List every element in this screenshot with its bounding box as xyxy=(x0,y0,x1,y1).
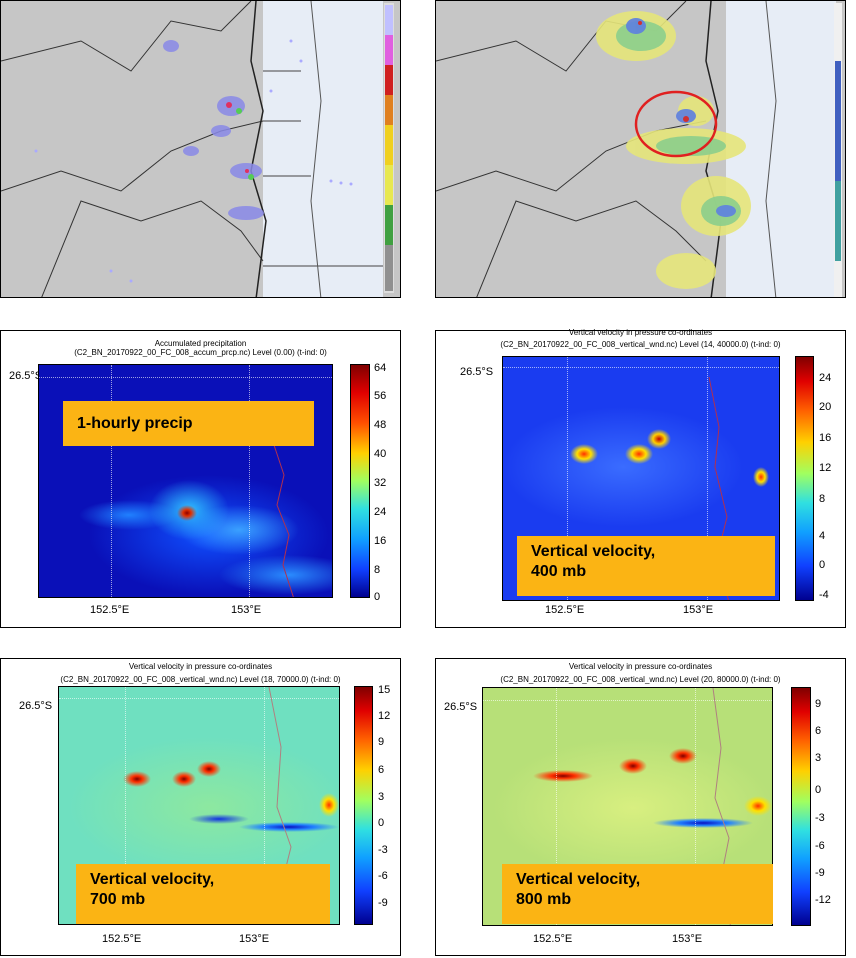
precip-cbar-tick: 24 xyxy=(374,506,387,518)
w800-subtitle: (C2_BN_20170922_00_FC_008_vertical_wnd.n… xyxy=(500,675,781,684)
precip-cbar-tick: 16 xyxy=(374,535,387,547)
w800-cbar-tick: 3 xyxy=(815,752,822,764)
precip-coastline xyxy=(273,444,294,597)
w800-cbar-tick: -6 xyxy=(815,840,825,852)
w700-cbar-tick: 6 xyxy=(378,764,385,776)
w400-colorbar xyxy=(795,356,814,601)
w800-label-line1: Vertical velocity, xyxy=(516,871,641,888)
w700-cbar-tick: 3 xyxy=(378,791,385,803)
w400-label-line2: 400 mb xyxy=(531,563,587,580)
precip-cbar-tick: 32 xyxy=(374,477,387,489)
w800-title: Vertical velocity in pressure co-ordinat… xyxy=(568,662,713,671)
precip-cbar-tick: 56 xyxy=(374,390,387,402)
precip-panel: Accumulated precipitation (C2_BN_2017092… xyxy=(0,330,401,628)
w400-lat-label: 26.5°S xyxy=(460,366,494,378)
w400-cbar-tick: 20 xyxy=(819,401,832,413)
w700-lon-label: 153°E xyxy=(239,933,270,945)
w400-label-line1: Vertical velocity, xyxy=(531,543,656,560)
w400-panel: Vertical velocity in pressure co-ordinat… xyxy=(435,328,846,628)
w700-lon-label: 152.5°E xyxy=(102,933,142,945)
precip-cbar-tick: 8 xyxy=(374,564,381,576)
w400-cbar-tick: -4 xyxy=(819,589,829,601)
w800-cbar-tick: -9 xyxy=(815,867,825,879)
precip-title: Accumulated precipitation xyxy=(154,339,247,348)
w400-lon-label: 152.5°E xyxy=(545,604,585,616)
w700-cbar-tick: -3 xyxy=(378,844,388,856)
w800-lat-label: 26.5°S xyxy=(444,701,478,713)
w400-cbar-tick: 8 xyxy=(819,493,826,505)
w400-label-box: Vertical velocity, 400 mb xyxy=(517,536,775,596)
w400-cbar-tick: 0 xyxy=(819,559,826,571)
w800-label-line2: 800 mb xyxy=(516,891,572,908)
w800-label-box: Vertical velocity, 800 mb xyxy=(502,864,773,924)
w700-subtitle: (C2_BN_20170922_00_FC_008_vertical_wnd.n… xyxy=(60,675,341,684)
w700-colorbar xyxy=(354,686,373,925)
w700-label-line1: Vertical velocity, xyxy=(90,871,215,888)
w700-title: Vertical velocity in pressure co-ordinat… xyxy=(128,662,273,671)
w700-label-box: Vertical velocity, 700 mb xyxy=(76,864,330,924)
w400-subtitle: (C2_BN_20170922_00_FC_008_vertical_wnd.n… xyxy=(500,340,781,349)
w700-cbar-tick: -6 xyxy=(378,870,388,882)
precip-cbar-tick: 64 xyxy=(374,362,387,374)
w800-lon-label: 153°E xyxy=(672,933,703,945)
w700-cbar-tick: 15 xyxy=(378,684,391,696)
precip-subtitle: (C2_BN_20170922_00_FC_008_accum_prcp.nc)… xyxy=(74,348,327,357)
w700-cbar-tick: 0 xyxy=(378,817,385,829)
w800-cbar-tick: -3 xyxy=(815,812,825,824)
w700-label-line2: 700 mb xyxy=(90,891,146,908)
precip-plot xyxy=(38,364,333,598)
precip-colorbar xyxy=(350,364,370,598)
w400-cbar-tick: 16 xyxy=(819,432,832,444)
w700-cbar-tick: 12 xyxy=(378,710,391,722)
w800-cbar-tick: 9 xyxy=(815,698,822,710)
w400-cbar-tick: 24 xyxy=(819,372,832,384)
precip-cbar-tick: 48 xyxy=(374,419,387,431)
w700-cbar-tick: 9 xyxy=(378,736,385,748)
precip-lat-label: 26.5°S xyxy=(9,370,43,382)
precip-label-box: 1-hourly precip xyxy=(63,401,314,446)
precip-cbar-tick: 0 xyxy=(374,591,381,603)
w400-lon-label: 153°E xyxy=(683,604,714,616)
precip-lon-label: 152.5°E xyxy=(90,604,130,616)
w400-title: Vertical velocity in pressure co-ordinat… xyxy=(568,328,713,337)
w800-cbar-tick: -12 xyxy=(815,894,831,906)
radar-map-right-image xyxy=(436,1,845,297)
w800-panel: Vertical velocity in pressure co-ordinat… xyxy=(435,658,846,956)
w400-cbar-tick: 4 xyxy=(819,530,826,542)
w400-cbar-tick: 12 xyxy=(819,462,832,474)
highlight-circle xyxy=(634,90,718,158)
w700-cbar-tick: -9 xyxy=(378,897,388,909)
w700-lat-label: 26.5°S xyxy=(19,700,53,712)
precip-cbar-tick: 40 xyxy=(374,448,387,460)
radar-map-left-image xyxy=(1,1,400,297)
w800-lon-label: 152.5°E xyxy=(533,933,573,945)
w700-panel: Vertical velocity in pressure co-ordinat… xyxy=(0,658,401,956)
w800-cbar-tick: 6 xyxy=(815,725,822,737)
precip-lon-label: 153°E xyxy=(231,604,262,616)
w800-cbar-tick: 0 xyxy=(815,784,822,796)
precip-label: 1-hourly precip xyxy=(77,415,193,432)
radar-map-right xyxy=(435,0,846,298)
w800-colorbar xyxy=(791,687,811,926)
radar-map-left xyxy=(0,0,401,298)
